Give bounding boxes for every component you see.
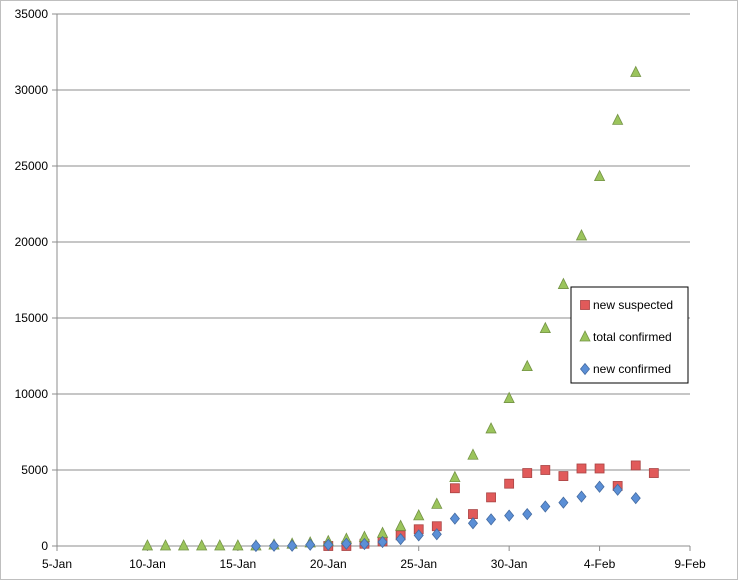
y-tick-label: 0 — [41, 539, 48, 553]
total-confirmed-point — [232, 539, 244, 551]
total-confirmed-point — [141, 539, 154, 551]
total-confirmed-point — [557, 277, 570, 289]
new-confirmed-point — [377, 535, 388, 549]
total-confirmed-point — [521, 359, 533, 372]
total-confirmed-point — [503, 391, 515, 403]
total-confirmed-point — [630, 65, 642, 77]
new-suspected-point — [522, 468, 533, 478]
x-tick-label: 25-Jan — [400, 557, 437, 571]
y-tick-label: 20000 — [15, 235, 49, 249]
new-suspected-point — [594, 463, 605, 474]
total-confirmed-point — [467, 448, 479, 460]
legend-swatch-total-confirmed — [579, 330, 591, 342]
legend-box — [570, 286, 689, 384]
total-confirmed-point — [159, 539, 172, 551]
x-tick-label: 4-Feb — [584, 557, 616, 571]
y-tick-label: 5000 — [21, 463, 48, 477]
y-tick-label: 30000 — [15, 83, 49, 97]
y-tick-label: 35000 — [15, 7, 49, 21]
new-confirmed-point — [576, 490, 587, 503]
new-suspected-point — [504, 478, 515, 489]
x-tick-label: 20-Jan — [310, 557, 347, 571]
new-confirmed-point — [612, 483, 623, 496]
y-tick-label: 15000 — [15, 311, 49, 325]
new-suspected-point — [648, 468, 659, 478]
new-confirmed-point — [250, 539, 261, 553]
new-confirmed-point — [486, 513, 497, 526]
y-tick-label: 10000 — [15, 387, 49, 401]
total-confirmed-point — [575, 229, 588, 241]
total-confirmed-point — [394, 519, 407, 531]
new-suspected-point — [486, 492, 496, 503]
legend: new suspected total confirmed new confirme… — [570, 286, 689, 384]
legend-swatch-new-confirmed — [579, 362, 591, 376]
total-confirmed-point — [485, 422, 497, 434]
new-confirmed-point — [431, 528, 442, 541]
total-confirmed-point — [177, 539, 190, 551]
x-tick-label: 15-Jan — [220, 557, 257, 571]
axes: 0 5000 10000 15000 20000 25000 30000 35000 5-Jan… — [15, 7, 706, 571]
new-confirmed-point — [359, 537, 370, 551]
legend-label-new-confirmed: new confirmed — [593, 362, 671, 376]
new-confirmed-point — [395, 533, 406, 546]
total-confirmed-point — [196, 539, 208, 551]
new-suspected-point — [449, 483, 460, 494]
new-confirmed-point — [594, 480, 605, 493]
new-confirmed-point — [467, 517, 478, 530]
total-confirmed-point — [593, 169, 606, 182]
new-suspected-point — [540, 465, 551, 475]
new-confirmed-point — [269, 539, 280, 552]
new-confirmed-point — [341, 537, 352, 550]
new-confirmed-point — [413, 529, 424, 542]
new-confirmed-point — [558, 496, 569, 509]
new-confirmed-point — [522, 507, 533, 521]
x-tick-label: 5-Jan — [42, 557, 72, 571]
new-confirmed-point — [305, 538, 316, 551]
new-confirmed-point — [449, 512, 460, 525]
legend-label-new-suspected: new suspected — [593, 298, 673, 312]
total-confirmed-point — [214, 539, 226, 551]
legend-label-total-confirmed: total confirmed — [593, 330, 672, 344]
new-suspected-point — [630, 460, 641, 471]
new-confirmed-point — [540, 500, 551, 513]
new-confirmed-point — [323, 538, 334, 551]
total-confirmed-point — [539, 321, 551, 334]
y-tick-label: 25000 — [15, 159, 49, 173]
new-confirmed-point — [287, 539, 298, 552]
x-tick-label: 10-Jan — [129, 557, 166, 571]
new-suspected-point — [576, 463, 587, 474]
total-confirmed-point — [449, 470, 461, 483]
total-confirmed-point — [431, 497, 443, 509]
total-confirmed-point — [612, 113, 624, 125]
x-tick-label: 9-Feb — [674, 557, 706, 571]
total-confirmed-point — [413, 509, 425, 521]
x-tick-label: 30-Jan — [491, 557, 528, 571]
new-confirmed-point — [630, 491, 641, 505]
series-markers — [141, 65, 659, 553]
new-confirmed-point — [504, 509, 515, 522]
series-new-confirmed — [250, 480, 641, 553]
legend-swatch-new-suspected — [580, 300, 590, 310]
new-suspected-point — [558, 471, 569, 481]
